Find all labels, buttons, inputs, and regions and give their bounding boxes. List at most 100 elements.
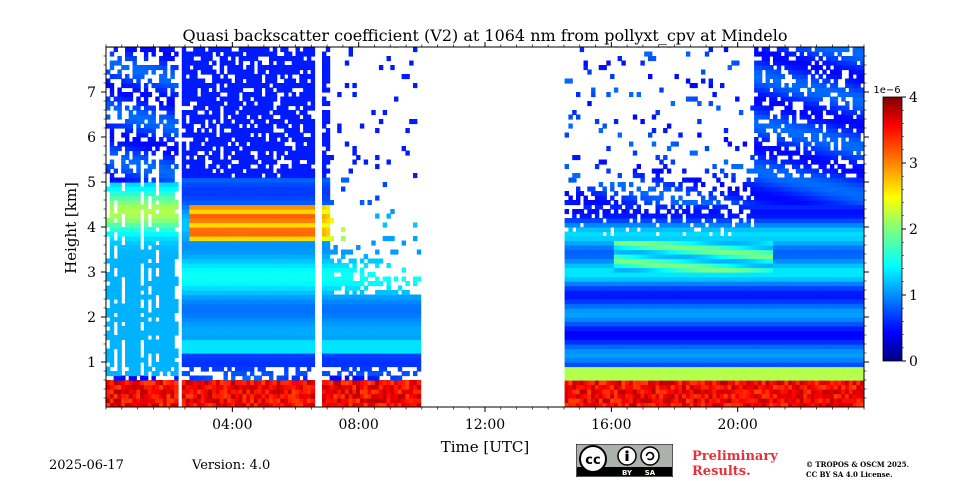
heatmap-cell xyxy=(284,110,289,116)
heatmap-cell xyxy=(280,272,285,278)
heatmap-cell xyxy=(140,249,145,255)
heatmap-cell xyxy=(227,137,232,143)
heatmap-cell xyxy=(189,362,194,368)
heatmap-cell xyxy=(594,222,600,228)
heatmap-cell xyxy=(242,159,247,165)
heatmap-cell xyxy=(234,96,240,102)
heatmap-cell xyxy=(306,195,312,201)
heatmap-cell xyxy=(416,402,422,407)
heatmap-cell xyxy=(287,245,293,251)
heatmap-cell xyxy=(242,69,247,75)
heatmap-cell xyxy=(413,294,418,300)
heatmap-cell xyxy=(132,83,137,89)
heatmap-cell xyxy=(579,344,585,350)
heatmap-cell xyxy=(159,236,164,242)
heatmap-cell xyxy=(303,96,308,102)
heatmap-cell xyxy=(223,326,228,332)
heatmap-cell xyxy=(215,141,221,147)
heatmap-cell xyxy=(234,146,240,152)
heatmap-cell xyxy=(147,105,153,111)
heatmap-cell xyxy=(208,348,213,354)
heatmap-cell xyxy=(231,398,236,404)
heatmap-cell xyxy=(572,267,577,273)
heatmap-cell xyxy=(223,263,228,269)
heatmap-cell xyxy=(253,344,259,350)
heatmap-cell xyxy=(572,398,577,404)
heatmap-cell xyxy=(132,240,137,246)
heatmap-cell xyxy=(117,227,122,233)
heatmap-cell xyxy=(287,177,293,183)
heatmap-cell xyxy=(197,263,202,269)
heatmap-cell xyxy=(568,245,573,251)
heatmap-cell xyxy=(189,177,194,183)
heatmap-cell xyxy=(261,380,266,386)
heatmap-cell xyxy=(204,357,209,363)
heatmap-cell xyxy=(170,398,175,404)
heatmap-cell xyxy=(159,335,164,341)
heatmap-cell xyxy=(352,308,357,314)
heatmap-cell xyxy=(181,74,187,80)
heatmap-cell xyxy=(325,60,331,66)
heatmap-cell xyxy=(341,227,346,233)
heatmap-cell xyxy=(246,83,251,89)
heatmap-cell xyxy=(162,303,168,309)
heatmap-cell xyxy=(234,294,240,300)
heatmap-cell xyxy=(117,339,122,345)
heatmap-cell xyxy=(583,290,588,296)
heatmap-cell xyxy=(295,47,300,53)
heatmap-cell xyxy=(375,321,380,327)
heatmap-cell xyxy=(231,402,236,407)
heatmap-cell xyxy=(306,366,312,372)
heatmap-cell xyxy=(132,294,137,300)
heatmap-cell xyxy=(598,348,604,354)
heatmap-cell xyxy=(242,249,247,255)
heatmap-cell xyxy=(598,249,604,255)
heatmap-cell xyxy=(227,303,232,309)
heatmap-cell xyxy=(117,249,122,255)
heatmap-cell xyxy=(106,258,111,264)
heatmap-cell xyxy=(208,267,213,273)
heatmap-cell xyxy=(598,335,604,341)
heatmap-cell xyxy=(136,281,141,287)
heatmap-cell xyxy=(356,389,361,395)
heatmap-cell xyxy=(322,155,327,161)
heatmap-cell xyxy=(181,398,187,404)
heatmap-cell xyxy=(181,191,187,197)
heatmap-cell xyxy=(189,213,194,219)
heatmap-cell xyxy=(113,402,118,407)
heatmap-cell xyxy=(299,353,304,359)
heatmap-cell xyxy=(106,312,111,318)
heatmap-cell xyxy=(166,114,171,120)
heatmap-cell xyxy=(109,294,115,300)
heatmap-cell xyxy=(106,272,111,278)
heatmap-cell xyxy=(125,155,130,161)
heatmap-cell xyxy=(269,168,274,174)
heatmap-cell xyxy=(155,236,160,242)
heatmap-cell xyxy=(564,393,569,399)
heatmap-cell xyxy=(257,191,262,197)
heatmap-cell xyxy=(189,267,194,273)
heatmap-cell xyxy=(568,366,573,372)
heatmap-cell xyxy=(356,357,361,363)
heatmap-cell xyxy=(269,209,274,215)
heatmap-cell xyxy=(125,78,130,84)
heatmap-cell xyxy=(291,285,297,291)
heatmap-cell xyxy=(212,348,217,354)
heatmap-cell xyxy=(231,123,236,129)
heatmap-cell xyxy=(238,348,244,354)
heatmap-cell xyxy=(193,150,198,156)
heatmap-cell xyxy=(166,308,171,314)
heatmap-cell xyxy=(136,155,141,161)
heatmap-cell xyxy=(261,231,266,237)
heatmap-cell xyxy=(299,132,304,138)
heatmap-cell xyxy=(208,213,213,219)
heatmap-cell xyxy=(162,141,168,147)
heatmap-cell xyxy=(197,249,202,255)
heatmap-cell xyxy=(238,227,244,233)
heatmap-cell xyxy=(322,245,327,251)
heatmap-cell xyxy=(306,353,312,359)
heatmap-cell xyxy=(333,263,338,269)
heatmap-cell xyxy=(295,371,300,377)
heatmap-cell xyxy=(215,389,221,395)
heatmap-cell xyxy=(128,236,134,242)
